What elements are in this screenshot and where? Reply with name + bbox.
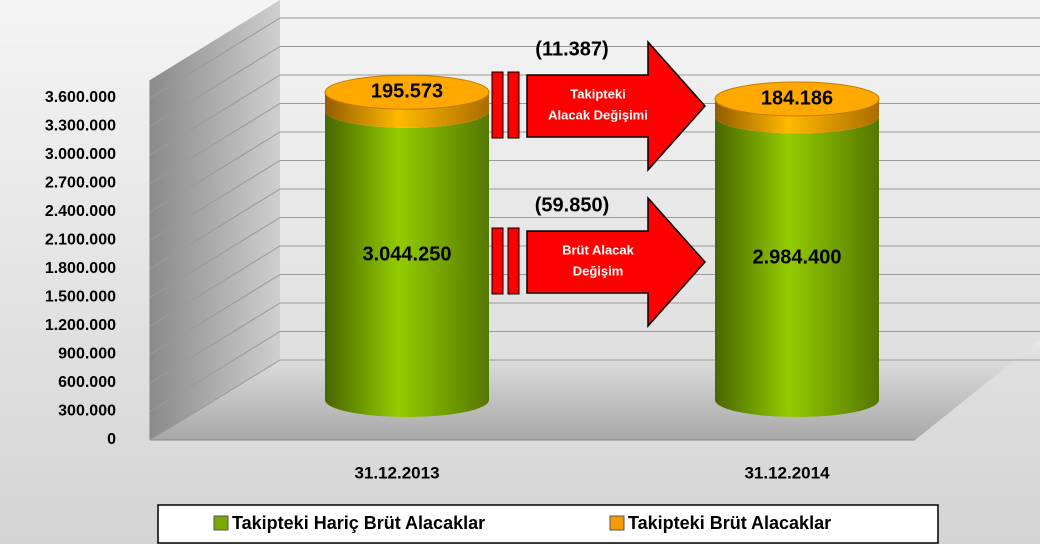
y-tick-label: 1.500.000	[45, 289, 116, 306]
marks: 3.044.250 195.573 2.984.400 184.186 (11.387)…	[324, 38, 880, 418]
y-tick-label: 300.000	[58, 403, 116, 420]
cylinder-segment	[325, 92, 489, 128]
arrow-label: Değişim	[573, 263, 624, 278]
x-tick-label: 31.12.2013	[354, 463, 439, 482]
cylinder-top	[714, 81, 880, 117]
data-label: 184.186	[761, 87, 833, 109]
y-tick-label: 1.200.000	[45, 317, 116, 334]
legend	[157, 504, 939, 544]
arrow-bar	[507, 71, 520, 139]
grid-line	[149, 17, 1040, 99]
data-label: 2.984.400	[753, 247, 842, 269]
cylinder-segment	[715, 116, 879, 418]
arrow-bar	[491, 227, 504, 295]
legend-label: Takipteki Hariç Brüt Alacaklar	[232, 513, 485, 533]
arrow-label: Alacak Değişimi	[548, 107, 648, 122]
y-tick-label: 2.100.000	[45, 232, 116, 249]
x-tick-label: 31.12.2014	[744, 463, 830, 482]
data-label: 195.573	[371, 80, 443, 102]
grid-line	[149, 46, 1040, 127]
y-tick-label: 0	[107, 431, 116, 448]
annotation: (11.387)	[535, 38, 608, 60]
arrow-label: Takipteki	[570, 86, 625, 101]
arrow-bar	[507, 227, 520, 295]
arrow	[526, 40, 707, 172]
grid-line	[149, 74, 1040, 156]
cylinder-segment	[325, 110, 489, 417]
y-tick-label: 3.000.000	[45, 146, 116, 163]
data-label: 3.044.250	[363, 244, 452, 266]
y-tick-label: 2.700.000	[45, 175, 116, 192]
y-tick-label: 3.300.000	[45, 118, 116, 135]
arrow	[526, 196, 707, 328]
side-wall	[150, 0, 280, 440]
legend-swatch	[213, 515, 229, 531]
annotation: (59.850)	[535, 194, 610, 216]
y-tick-label: 2.400.000	[45, 203, 116, 220]
y-tick-label: 600.000	[58, 374, 116, 391]
y-tick-label: 900.000	[58, 346, 116, 363]
y-tick-label: 3.600.000	[45, 89, 116, 106]
cylinder-top	[324, 74, 490, 110]
legend-label: Takipteki Brüt Alacaklar	[628, 513, 831, 533]
arrow-bar	[491, 71, 504, 139]
arrow-label: Brüt Alacak	[562, 242, 635, 257]
legend-swatch	[609, 515, 625, 531]
y-tick-label: 1.800.000	[45, 260, 116, 277]
